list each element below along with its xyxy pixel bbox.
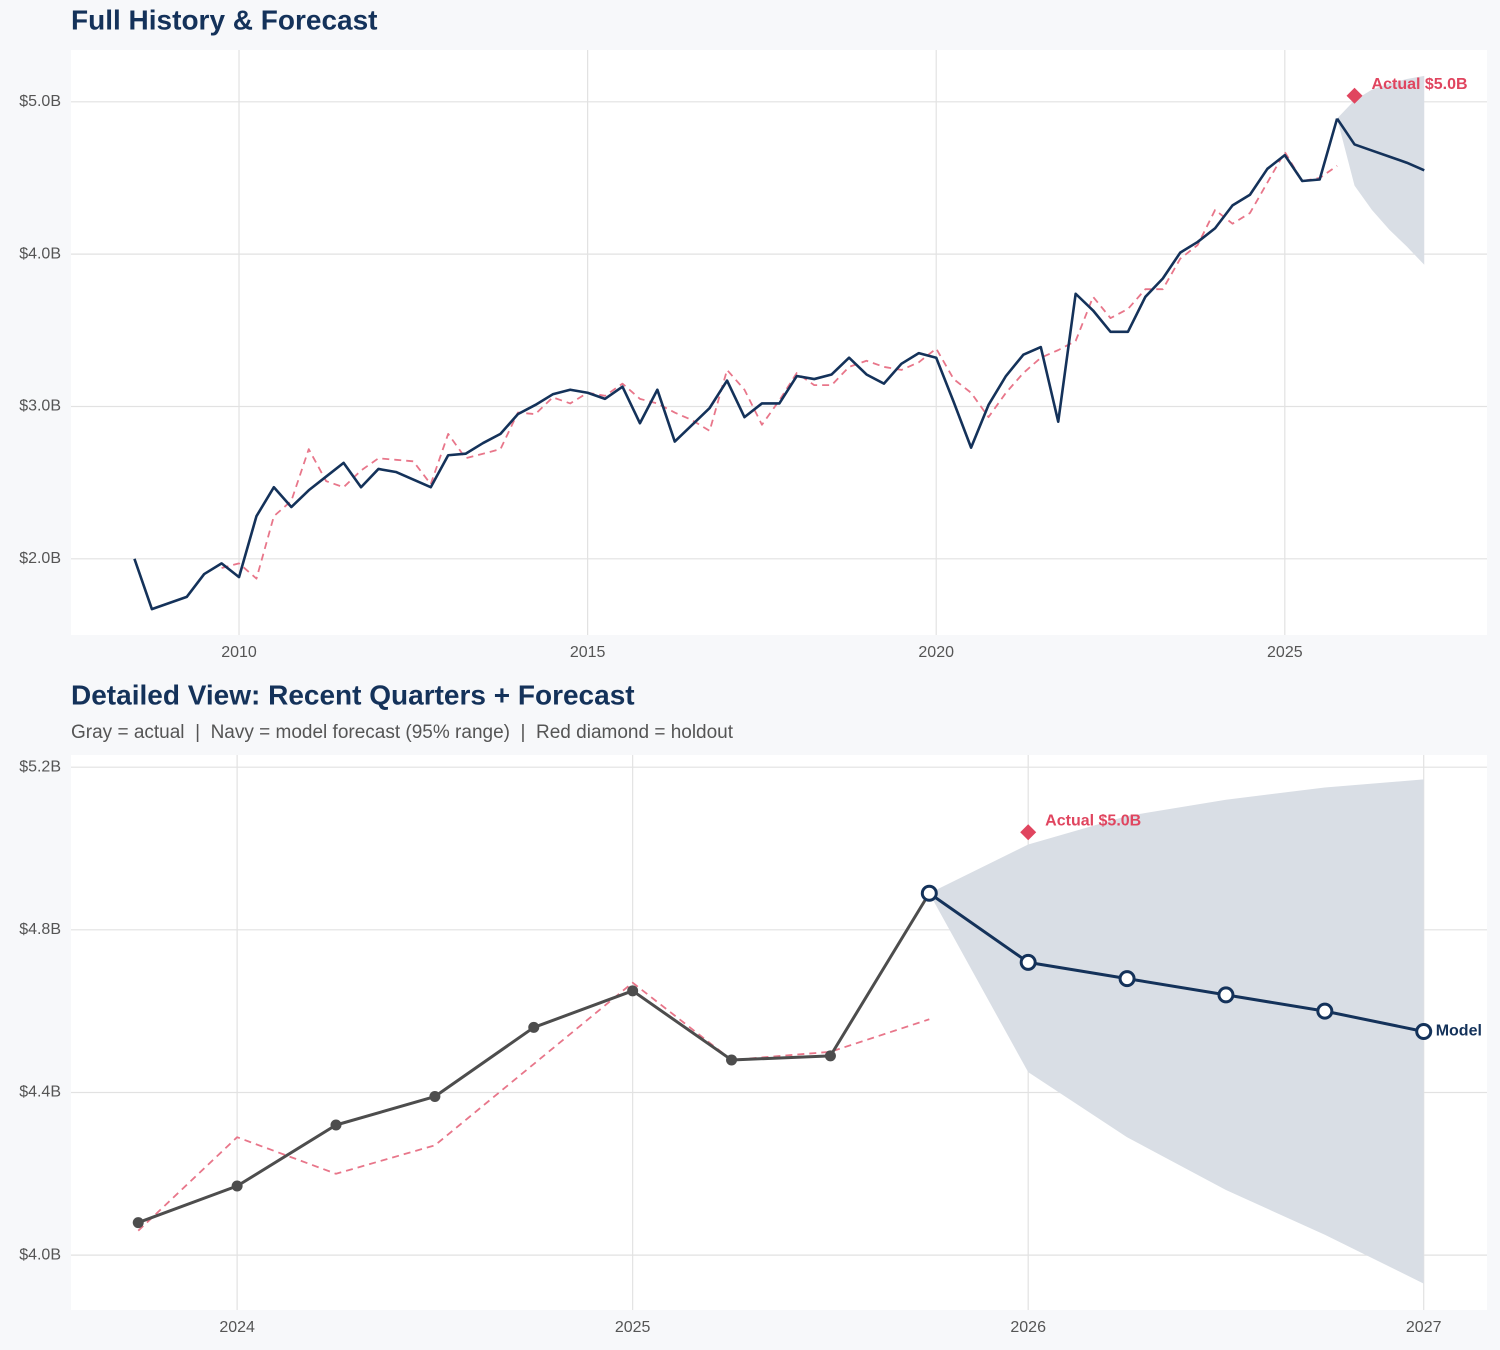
point: [824, 1050, 836, 1062]
x-tick-label: 2024: [219, 1319, 255, 1336]
x-tick-label: 2015: [570, 644, 606, 661]
holdout-label: Actual $5.0B: [1372, 76, 1468, 93]
y-tick-label: $4.0B: [19, 245, 61, 262]
point: [726, 1054, 738, 1066]
x-tick-label: 2010: [221, 644, 257, 661]
point: [132, 1217, 144, 1229]
point: [1118, 970, 1136, 988]
holdout-marker: [1346, 87, 1363, 104]
plot-area: [71, 50, 1487, 635]
y-tick-label: $4.4B: [19, 1084, 61, 1101]
point: [231, 1180, 243, 1192]
series-line: [133, 118, 1339, 611]
point: [1316, 1002, 1334, 1020]
chart-panel: Full History & Forecast $2.0B $3.0B $4.0B $5…: [19, 4, 1487, 661]
x-tick-label: 2025: [615, 1319, 651, 1336]
y-tick-label: $4.0B: [19, 1246, 61, 1263]
y-tick-label: $5.0B: [19, 93, 61, 110]
point: [627, 985, 639, 997]
holdout-marker: [1020, 824, 1037, 841]
chart-title: Full History & Forecast: [71, 4, 378, 35]
forecast-band: [929, 779, 1424, 1284]
forecast-band: [1337, 75, 1425, 265]
series-end-label: Model: [1436, 1023, 1482, 1040]
point: [528, 1021, 540, 1033]
point: [429, 1091, 441, 1103]
point: [330, 1119, 342, 1131]
y-tick-label: $2.0B: [19, 550, 61, 567]
y-tick-label: $3.0B: [19, 398, 61, 415]
y-tick-label: $4.8B: [19, 921, 61, 938]
point: [1217, 986, 1235, 1004]
series-line: [1336, 117, 1425, 172]
series-line: [928, 892, 1425, 1033]
x-tick-label: 2026: [1010, 1319, 1046, 1336]
x-tick-label: 2025: [1267, 644, 1303, 661]
point: [920, 884, 938, 902]
point: [1415, 1022, 1433, 1040]
y-tick-label: $5.2B: [19, 758, 61, 775]
holdout-label: Actual $5.0B: [1045, 812, 1141, 829]
x-tick-label: 2020: [918, 644, 954, 661]
chart-subtitle: Gray = actual | Navy = model forecast (9…: [71, 722, 734, 743]
point: [1019, 953, 1037, 971]
chart-title: Detailed View: Recent Quarters + Forecas…: [71, 679, 635, 710]
x-tick-label: 2027: [1406, 1319, 1442, 1336]
chart-panel: Detailed View: Recent Quarters + Forecas…: [19, 679, 1487, 1336]
fitted-line: [137, 981, 930, 1232]
